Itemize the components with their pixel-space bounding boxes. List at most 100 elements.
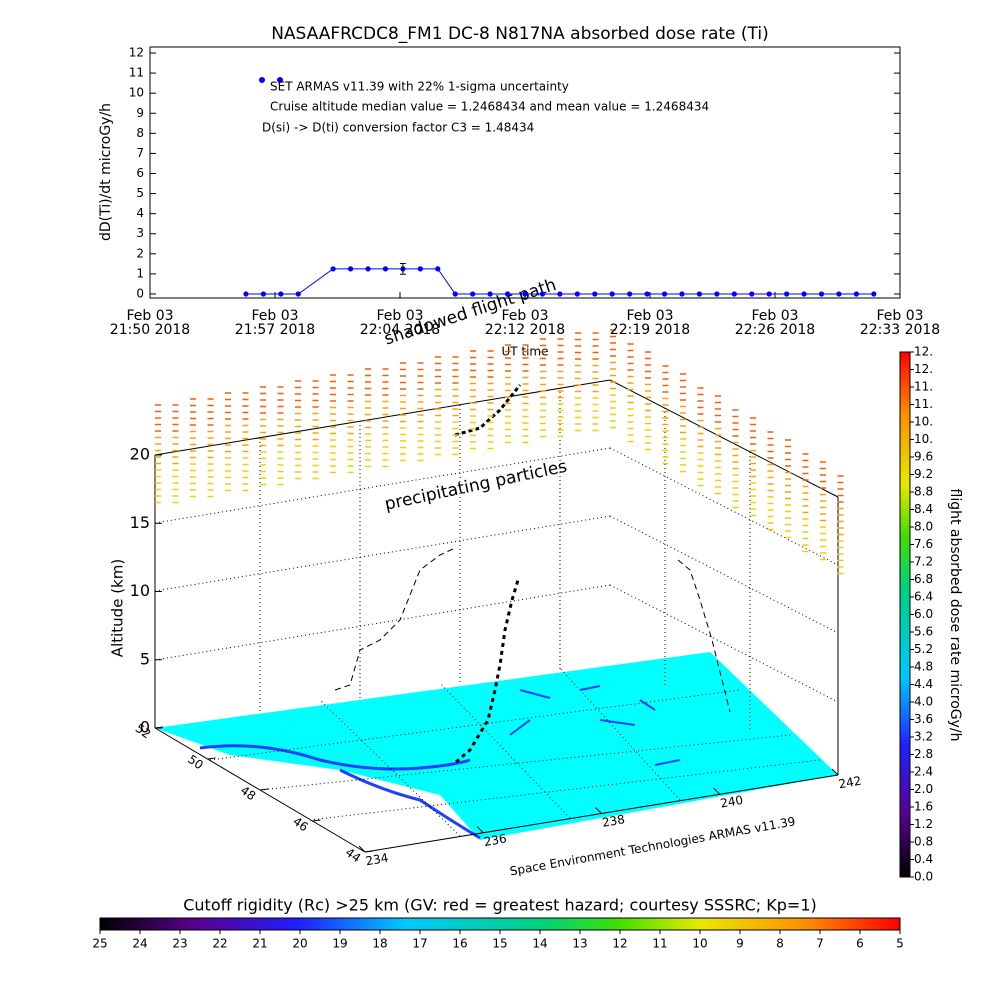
x-tick-label: 22:19 2018 <box>610 322 690 338</box>
lat-tick <box>364 850 374 853</box>
colorbar-tick-label: 2.4 <box>914 765 933 779</box>
y-tick-label: 10 <box>129 86 144 100</box>
x-tick-label: Feb 03 <box>251 308 298 324</box>
data-point <box>417 266 423 272</box>
z-tick-label: 20 <box>130 445 150 464</box>
flight-path <box>455 579 520 764</box>
x-tick-label: Feb 03 <box>376 308 423 324</box>
x-tick-label: 21:50 2018 <box>110 322 190 338</box>
colorbar-tick-label: 7.2 <box>914 555 933 569</box>
rigidity-tick-label: 6 <box>856 937 864 951</box>
data-point <box>784 291 790 297</box>
box-grid <box>154 388 839 837</box>
flight-path <box>454 384 522 437</box>
x-tick-label: 22:33 2018 <box>860 322 940 338</box>
x-tick-label: Feb 03 <box>501 308 548 324</box>
data-point <box>714 291 720 297</box>
rigidity-tick-label: 11 <box>652 937 667 951</box>
colorbar-tick-label: 3.2 <box>914 730 933 744</box>
data-point <box>731 291 737 297</box>
colorbar-tick-label: 0.0 <box>914 870 933 884</box>
y-tick-label: 6 <box>136 166 144 180</box>
rigidity-tick-label: 25 <box>92 937 107 951</box>
legend: SET ARMAS v11.39 with 22% 1-sigma uncert… <box>259 77 709 135</box>
x-tick-label: Feb 03 <box>626 308 673 324</box>
data-point <box>295 291 301 297</box>
colorbar-tick-label: 9.2 <box>914 467 933 481</box>
z-tick-label: 10 <box>130 581 150 600</box>
rigidity-tick-label: 17 <box>412 937 427 951</box>
lon-tick <box>358 845 366 853</box>
colorbar-tick-label: 1.2 <box>914 817 933 831</box>
lon-tick-label: 240 <box>719 793 744 811</box>
colorbar-tick-label: 11. <box>914 397 933 411</box>
z-tick-label: 0 <box>140 718 150 737</box>
rigidity-tick-label: 22 <box>212 937 227 951</box>
z-tick-label: 15 <box>130 513 150 532</box>
colorbar-tick-label: 8.4 <box>914 502 933 516</box>
data-point <box>749 291 755 297</box>
x-tick-label: Feb 03 <box>126 308 173 324</box>
lat-tick <box>154 726 164 729</box>
x-tick-label: 22:12 2018 <box>485 322 565 338</box>
colorbar-tick-label: 6.4 <box>914 590 933 604</box>
colorbar-tick-label: 0.8 <box>914 835 933 849</box>
error-bar <box>399 262 406 275</box>
lat-tick-label: 50 <box>185 752 206 772</box>
y-tick-label: 12 <box>129 46 144 60</box>
rigidity-tick-label: 13 <box>572 937 587 951</box>
colorbar-tick-label: 2.8 <box>914 747 933 761</box>
map-ocean <box>155 652 838 840</box>
rigidity-title: Cutoff rigidity (Rc) >25 km (GV: red = g… <box>183 896 817 915</box>
data-point <box>260 291 266 297</box>
lon-tick-label: 234 <box>364 851 389 869</box>
rigidity-tick-label: 24 <box>132 937 147 951</box>
data-point <box>539 291 546 297</box>
x-tick-label: 22:04 2018 <box>360 322 440 338</box>
annotation: D(si) -> D(ti) conversion factor C3 = 1.… <box>262 121 534 135</box>
data-point <box>661 291 668 297</box>
data-line <box>245 268 874 295</box>
data-point <box>836 291 842 297</box>
lon-tick-label: 242 <box>837 774 862 792</box>
legend-marker <box>259 77 265 83</box>
chart-title: NASAAFRCDC8_FM1 DC-8 N817NA absorbed dos… <box>271 24 769 44</box>
y-tick-label: 8 <box>136 126 144 140</box>
data-point <box>679 291 685 297</box>
colorbar-tick-label: 12. <box>914 345 933 359</box>
lat-tick-label: 44 <box>343 845 364 865</box>
colorbar-tick-label: 9.6 <box>914 450 933 464</box>
data-point <box>574 291 580 297</box>
data-point <box>382 266 389 272</box>
rigidity-tick-label: 19 <box>332 937 347 951</box>
data-point <box>278 291 284 297</box>
z-tick-label: 5 <box>140 649 150 668</box>
flight-shadow <box>334 547 456 691</box>
colorbar-tick-label: 11. <box>914 380 933 394</box>
legend-marker <box>277 77 283 83</box>
rigidity-tick-label: 23 <box>172 937 187 951</box>
y-tick-label: 0 <box>136 286 144 300</box>
coastline <box>199 744 481 840</box>
y-tick-label: 2 <box>136 246 144 260</box>
colorbar-tick-label: 6.0 <box>914 607 933 621</box>
rigidity-tick-label: 16 <box>452 937 467 951</box>
lat-tick <box>312 819 321 822</box>
colorbar-tick-label: 1.6 <box>914 800 933 814</box>
rigidity-tick-label: 20 <box>292 937 307 951</box>
data-point <box>853 291 859 297</box>
z-axis-label: Altitude (km) <box>109 559 127 657</box>
y-axis-label: dD(Ti)/dt microGy/h <box>98 103 114 241</box>
colorbar <box>899 351 911 878</box>
rigidity-tick-label: 14 <box>532 937 547 951</box>
lon-tick <box>595 807 602 814</box>
colorbar-tick-label: 5.2 <box>914 642 933 656</box>
rigidity-tick-label: 12 <box>612 937 627 951</box>
data-point <box>766 291 772 297</box>
rigidity-tick-label: 18 <box>372 937 387 951</box>
scene-3d <box>154 379 839 853</box>
y-tick-label: 1 <box>136 266 144 280</box>
data-point <box>592 291 598 297</box>
colorbar-tick-label: 12. <box>914 362 933 376</box>
